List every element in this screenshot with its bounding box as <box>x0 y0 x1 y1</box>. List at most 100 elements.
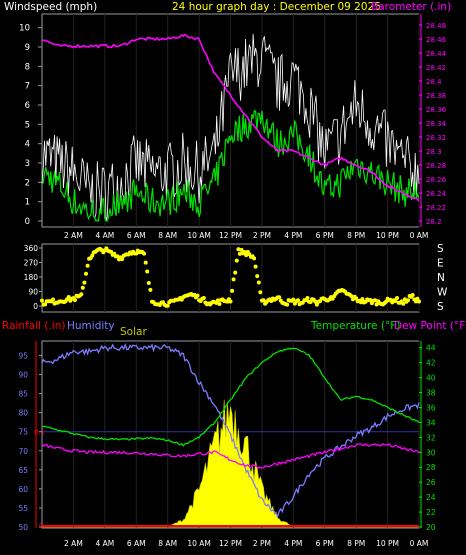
climate-x-tick-label: 10 AM <box>187 539 211 548</box>
direction-y-tick-label: 360 <box>24 244 39 253</box>
direction-point <box>255 274 260 279</box>
direction-point <box>401 301 406 306</box>
climate-x-tick-label: 6 AM <box>127 539 146 548</box>
humidity-y-tick-label: 60 <box>18 485 28 494</box>
humidity-y-tick-label: 70 <box>18 447 28 456</box>
wind-x-tick-label: 12 PM <box>219 231 242 240</box>
temperature-y-tick-label: 34 <box>426 418 436 427</box>
direction-point <box>368 298 373 302</box>
direction-point <box>145 269 150 274</box>
temperature-y-tick-label: 22 <box>426 508 436 517</box>
wind-y-tick-label: 2 <box>25 178 30 188</box>
direction-point <box>40 298 44 303</box>
barometer-y-ticks: 28.2 28.22 28.24 28.26 28.28 28.3 28.32 28.34 28… <box>419 14 447 227</box>
rainfall-label: Rainfall (.in) <box>2 320 65 332</box>
direction-point <box>142 251 147 256</box>
wind-x-tick-label: 4 PM <box>284 231 302 240</box>
climate-x-tick-label: 10 PM <box>376 539 399 548</box>
barometer-axis-title: Barometer (.in) <box>371 1 451 13</box>
barometer-y-tick-label: 28.28 <box>426 162 446 170</box>
barometer-y-tick-label: 28.24 <box>426 190 447 198</box>
direction-point <box>358 300 363 305</box>
direction-point <box>313 299 318 304</box>
wind-y-tick-label: 5 <box>25 120 30 130</box>
temperature-line <box>41 347 420 447</box>
direction-point <box>261 298 266 303</box>
compass-label: S <box>437 301 444 313</box>
temperature-y-tick-label: 42 <box>426 359 436 368</box>
direction-point <box>393 299 398 303</box>
climate-x-tick-label: 4 AM <box>95 539 114 548</box>
climate-x-tick-label: 0 AM <box>410 539 429 548</box>
temperature-y-tick-label: 40 <box>426 374 436 383</box>
barometer-y-tick-label: 28.2 <box>426 218 442 226</box>
direction-point <box>73 298 77 303</box>
direction-y-tick-label: 0 <box>33 302 38 311</box>
direction-point <box>305 296 310 300</box>
wind-x-tick-label: 6 PM <box>316 231 334 240</box>
barometer-y-tick-label: 28.22 <box>426 204 446 212</box>
temperature-y-tick-label: 44 <box>426 344 436 353</box>
wind-y-tick-label: 0 <box>25 217 30 227</box>
direction-point <box>417 299 421 304</box>
direction-point <box>242 250 247 254</box>
direction-point <box>231 277 236 282</box>
direction-point <box>79 292 84 297</box>
direction-points-group <box>40 246 421 308</box>
direction-point <box>85 263 90 268</box>
direction-point <box>239 247 244 252</box>
barometer-y-tick-label: 28.36 <box>426 106 447 114</box>
wind-x-tick-label: 8 AM <box>158 231 177 240</box>
temperature-y-tick-label: 38 <box>426 389 436 398</box>
barometer-y-tick-label: 28.48 <box>426 22 446 30</box>
humidity-y-tick-label: 65 <box>18 466 28 475</box>
direction-point <box>143 260 148 265</box>
wind-chart-grid <box>72 14 420 227</box>
humidity-y-tick-label: 80 <box>18 409 28 418</box>
barometer-y-tick-label: 28.44 <box>426 50 447 58</box>
solar-label: Solar <box>120 326 147 338</box>
direction-y-ticks: 0 90 180 270 360 <box>24 244 42 311</box>
wind-y-tick-label: 9 <box>25 43 30 53</box>
humidity-y-tick-label: 50 <box>18 523 28 532</box>
direction-y-tick-label: 270 <box>24 259 39 268</box>
wind-y-tick-label: 4 <box>25 140 30 150</box>
temperature-y-tick-label: 20 <box>426 523 436 532</box>
barometer-y-tick-label: 28.34 <box>426 120 447 128</box>
wind-y-tick-label: 1 <box>25 198 30 208</box>
direction-point <box>237 251 242 256</box>
direction-point <box>233 270 238 275</box>
wind-x-tick-label: 2 PM <box>253 231 271 240</box>
direction-point <box>146 281 151 285</box>
direction-point <box>236 247 241 252</box>
rainfall-y-ticks: 00.1 <box>34 341 45 530</box>
dew-point-label: Dew Point (°F) <box>394 320 466 332</box>
wind-gust-line <box>41 33 420 222</box>
barometer-y-tick-label: 28.4 <box>426 78 442 86</box>
direction-point <box>115 254 120 259</box>
climate-x-tick-label: 2 PM <box>253 539 271 548</box>
wind-x-ticks: 2 AM 4 AM 6 AM 8 AM 10 AM 12 PM 2 PM 4 PM 6 PM 8 … <box>64 231 428 240</box>
direction-point <box>234 258 239 263</box>
direction-point <box>51 297 55 302</box>
climate-x-tick-label: 2 AM <box>64 539 83 548</box>
direction-point <box>148 287 153 292</box>
wind-x-tick-label: 4 AM <box>95 231 114 240</box>
wind-axis-title: Windspeed (mph) <box>4 1 97 13</box>
direction-point <box>109 249 114 254</box>
direction-point <box>256 280 261 285</box>
direction-point <box>165 303 170 308</box>
temperature-y-tick-label: 28 <box>426 463 436 472</box>
temperature-y-tick-label: 32 <box>426 433 436 442</box>
direction-point <box>296 298 300 303</box>
barometer-y-tick-label: 28.38 <box>426 92 446 100</box>
temperature-y-tick-label: 36 <box>426 403 436 412</box>
wind-y-tick-label: 10 <box>19 24 30 34</box>
barometer-y-tick-label: 28.42 <box>426 64 446 72</box>
direction-point <box>201 296 206 300</box>
direction-point <box>244 253 249 258</box>
wind-y-tick-label: 7 <box>25 82 30 92</box>
direction-point <box>406 298 410 303</box>
wind-series-group <box>41 33 420 223</box>
